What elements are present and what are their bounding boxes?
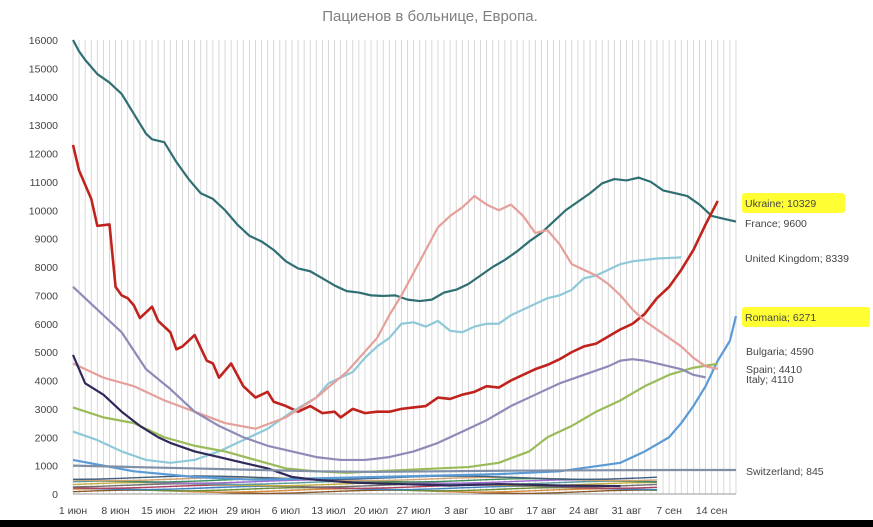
y-tick-label: 12000 bbox=[29, 149, 58, 161]
x-tick-label: 7 сен bbox=[656, 505, 682, 517]
x-tick-label: 31 авг bbox=[612, 505, 642, 517]
minor-series-line bbox=[72, 482, 657, 488]
y-tick-label: 3000 bbox=[35, 404, 59, 416]
x-tick-label: 13 июл bbox=[311, 505, 345, 517]
y-tick-label: 4000 bbox=[35, 376, 59, 388]
bottom-bar bbox=[0, 520, 873, 527]
series-line-ukraine bbox=[71, 144, 719, 419]
series-label-spain: Spain; 4410 bbox=[746, 364, 802, 376]
y-tick-label: 5000 bbox=[35, 347, 59, 359]
series-labels: France; 9600 Ukraine; 10329 United Kingdom… bbox=[742, 193, 870, 478]
y-ticks: 0 1000 2000 3000 4000 5000 6000 7000 8000 9000 100… bbox=[29, 35, 58, 501]
x-tick-label: 3 авг bbox=[444, 505, 468, 517]
x-tick-label: 1 июн bbox=[59, 505, 87, 517]
x-tick-label: 24 авг bbox=[569, 505, 599, 517]
x-tick-label: 15 июн bbox=[141, 505, 175, 517]
gridlines bbox=[72, 40, 737, 495]
series-line-france bbox=[72, 39, 737, 303]
y-tick-label: 2000 bbox=[35, 432, 59, 444]
series-line-united-kingdom bbox=[72, 256, 682, 464]
y-tick-label: 8000 bbox=[35, 262, 59, 274]
y-tick-label: 13000 bbox=[29, 120, 58, 132]
x-tick-label: 27 июл bbox=[397, 505, 431, 517]
y-tick-label: 0 bbox=[52, 489, 58, 501]
x-ticks: 1 июн 8 июн 15 июн 22 июн 29 июн 6 июл 13 июл 2… bbox=[59, 505, 728, 517]
series-label-france: France; 9600 bbox=[745, 218, 807, 230]
series-line-romania bbox=[72, 315, 738, 481]
y-tick-label: 7000 bbox=[35, 290, 59, 302]
series-line-italy bbox=[72, 286, 706, 462]
y-tick-label: 6000 bbox=[35, 319, 59, 331]
series-label-bulgaria: Bulgaria; 4590 bbox=[746, 346, 814, 358]
x-tick-label: 29 июн bbox=[226, 505, 260, 517]
label-highlight bbox=[742, 193, 845, 213]
series-line-spain bbox=[72, 194, 718, 430]
series-label-ukraine: Ukraine; 10329 bbox=[745, 198, 816, 210]
x-tick-label: 17 авг bbox=[526, 505, 556, 517]
x-tick-label: 14 сен bbox=[696, 505, 728, 517]
series-label-italy: Italy; 4110 bbox=[746, 374, 794, 386]
y-tick-label: 11000 bbox=[30, 177, 59, 189]
y-tick-label: 9000 bbox=[35, 234, 59, 246]
x-tick-label: 8 июн bbox=[101, 505, 129, 517]
minor-series-line bbox=[72, 475, 657, 481]
y-tick-label: 1000 bbox=[35, 461, 59, 473]
label-highlight bbox=[742, 307, 870, 327]
series-lines bbox=[71, 39, 738, 488]
series-label-romania: Romania; 6271 bbox=[745, 312, 816, 324]
minor-lines bbox=[72, 475, 657, 495]
y-tick-label: 15000 bbox=[29, 63, 58, 75]
series-label-united-kingdom: United Kingdom; 8339 bbox=[745, 253, 849, 265]
series-line-unlabeled bbox=[71, 354, 621, 488]
y-tick-label: 14000 bbox=[29, 92, 58, 104]
x-tick-label: 22 июн bbox=[184, 505, 218, 517]
x-tick-label: 10 авг bbox=[484, 505, 514, 517]
series-line-switzerland bbox=[72, 464, 736, 473]
series-label-switzerland: Switzerland; 845 bbox=[746, 466, 824, 478]
y-tick-label: 16000 bbox=[29, 35, 58, 47]
chart-title: Пациенов в больнице, Европа. bbox=[322, 8, 538, 25]
x-tick-label: 20 июл bbox=[354, 505, 388, 517]
x-tick-label: 6 июл bbox=[272, 505, 300, 517]
series-line-bulgaria bbox=[72, 362, 718, 474]
y-tick-label: 10000 bbox=[29, 205, 58, 217]
